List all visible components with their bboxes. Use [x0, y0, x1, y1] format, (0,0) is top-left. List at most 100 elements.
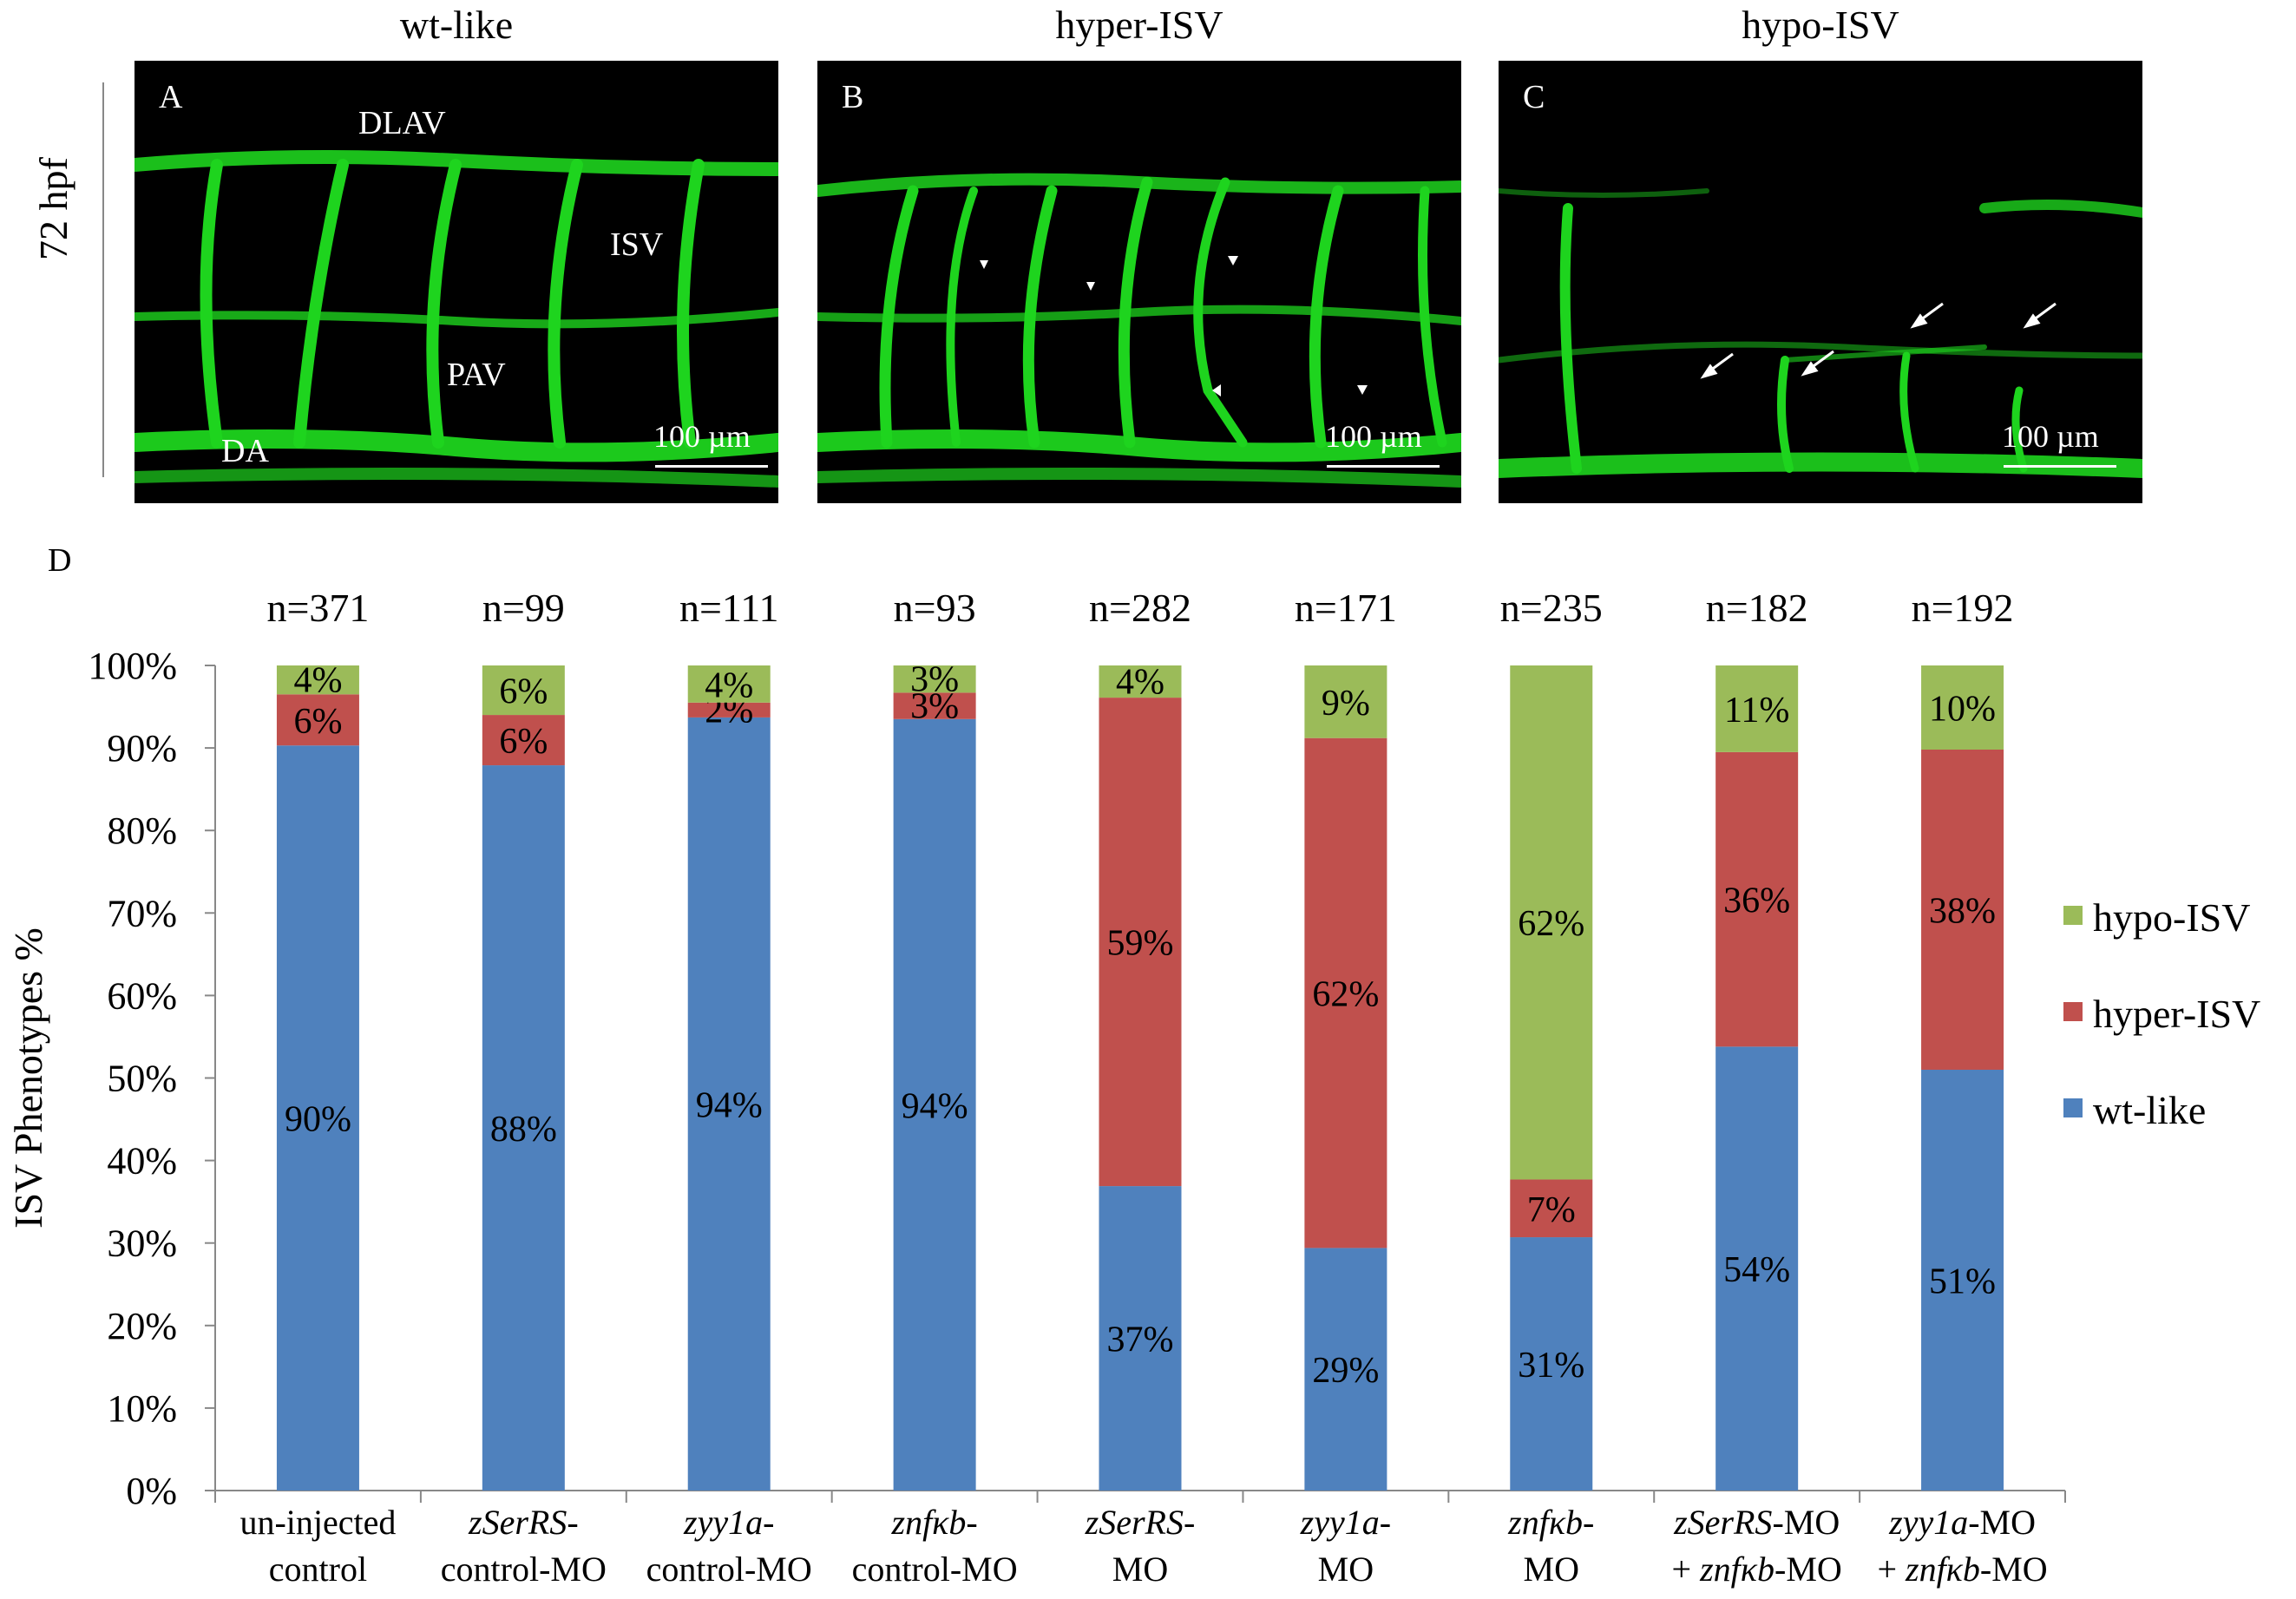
y-tick-label: 80% [107, 809, 177, 852]
legend-swatch-hyper-isv [2063, 1002, 2083, 1021]
bar-segment-hyper-isv-2 [687, 702, 771, 718]
n-count-label: n=111 [679, 586, 779, 630]
bar-segment-wt-like-1 [482, 765, 565, 1491]
vessel-image-b [817, 173, 1461, 488]
data-label: 90% [285, 1100, 351, 1140]
bar-segment-hyper-isv-1 [482, 715, 565, 766]
x-category-label-line2: MO [1318, 1550, 1374, 1589]
bar-segment-hyper-isv-7 [1715, 751, 1799, 1047]
data-label: 62% [1518, 904, 1584, 944]
data-label: 59% [1107, 924, 1174, 964]
bar-segment-hypo-isv-4 [1099, 665, 1182, 698]
x-category-label-line2: control-MO [441, 1550, 607, 1589]
x-category-label-line1: un-injected [239, 1503, 396, 1542]
bar-segment-hypo-isv-6 [1510, 665, 1593, 1180]
panel-letter-a: A [159, 79, 183, 115]
y-tick-label: 20% [107, 1305, 177, 1347]
bar-segment-wt-like-7 [1715, 1046, 1799, 1491]
data-label: 4% [1116, 663, 1164, 703]
data-label: 38% [1929, 891, 1996, 931]
micrograph-panel-c: C 100 µm [1499, 61, 2142, 503]
n-count-label: n=93 [894, 586, 976, 630]
bar-segment-hyper-isv-4 [1099, 698, 1182, 1187]
label-isv: ISV [610, 226, 664, 263]
data-label: 51% [1929, 1262, 1996, 1301]
bar-segment-wt-like-5 [1304, 1248, 1387, 1491]
legend-label-hypo-isv: hypo-ISV [2093, 895, 2250, 940]
bar-segment-hypo-isv-2 [687, 665, 771, 703]
legend-label-wt-like: wt-like [2093, 1088, 2206, 1132]
y-tick-label: 60% [107, 974, 177, 1017]
data-label: 11% [1724, 691, 1789, 731]
n-count-label: n=371 [266, 586, 369, 630]
data-label: 6% [499, 672, 548, 712]
data-label: 3% [910, 687, 959, 727]
panel-title-wt-like: wt-like [399, 3, 514, 47]
data-label: 31% [1518, 1346, 1584, 1386]
data-label: 4% [293, 661, 342, 701]
vessel-image-a [134, 150, 778, 488]
bar-segment-wt-like-4 [1099, 1186, 1182, 1491]
scale-bar-b [1327, 465, 1440, 468]
panel-title-hypo-isv: hypo-ISV [1742, 3, 1899, 47]
x-category-label-line1: zSerRS- [1085, 1503, 1196, 1542]
y-axis-label: ISV Phenotypes % [6, 927, 50, 1229]
x-category-label-line1: zyy1a-MO [1888, 1503, 2036, 1542]
bar-segment-hypo-isv-8 [1921, 665, 2004, 750]
x-category-label-line1: zSerRS-MO [1673, 1503, 1840, 1542]
n-count-label: n=171 [1295, 586, 1397, 630]
n-count-label: n=99 [482, 586, 565, 630]
bar-segment-wt-like-6 [1510, 1237, 1593, 1491]
micrograph-panel-a: A DLAV ISV PAV DA 100 µm [134, 61, 778, 503]
data-label: 37% [1107, 1320, 1174, 1360]
bar-segment-hyper-isv-3 [893, 692, 976, 719]
n-count-label: n=182 [1706, 586, 1808, 630]
legend-swatch-wt-like [2063, 1098, 2083, 1117]
bar-segment-hyper-isv-6 [1510, 1179, 1593, 1238]
bar-segment-hyper-isv-5 [1304, 737, 1387, 1248]
y-tick-label: 10% [107, 1387, 177, 1430]
label-pav: PAV [447, 357, 506, 393]
bar-segment-hypo-isv-1 [482, 665, 565, 716]
x-category-label-line2: + znfκb-MO [1877, 1550, 2047, 1589]
n-count-label: n=235 [1500, 586, 1603, 630]
x-category-label-line1: znfκb- [891, 1503, 978, 1542]
x-category-label-line1: zyy1a- [1300, 1503, 1391, 1542]
n-count-label: n=282 [1089, 586, 1191, 630]
row-label-72hpf: 72 hpf [31, 157, 75, 260]
data-label: 94% [696, 1085, 763, 1125]
data-label: 36% [1723, 881, 1790, 921]
bar-segment-hypo-isv-7 [1715, 665, 1799, 752]
x-category-label-line2: MO [1524, 1550, 1579, 1589]
data-label: 94% [902, 1086, 968, 1126]
x-category-label-line2: control-MO [852, 1550, 1018, 1589]
scale-label-c: 100 µm [2002, 419, 2099, 454]
bar-segment-wt-like-0 [276, 745, 359, 1491]
data-label: 3% [910, 660, 959, 700]
bar-segment-hyper-isv-8 [1921, 750, 2004, 1070]
stacked-bar-chart: D 0% 10% 20% 30% 40% 50% 60% 70% 80% 90% 100% ISV Ph… [6, 542, 2260, 1589]
bar-segment-hypo-isv-5 [1304, 665, 1387, 738]
panel-title-hyper-isv: hyper-ISV [1055, 3, 1223, 47]
x-category-label-line2: control-MO [646, 1550, 812, 1589]
label-dlav: DLAV [358, 105, 446, 141]
data-label: 6% [499, 722, 548, 762]
bar-segment-wt-like-2 [687, 717, 771, 1491]
bar-segment-wt-like-8 [1921, 1069, 2004, 1491]
y-tick-label: 30% [107, 1222, 177, 1265]
scale-label-b: 100 µm [1325, 419, 1422, 454]
scale-bar-a [655, 465, 768, 468]
data-label: 54% [1723, 1250, 1790, 1290]
y-tick-label: 90% [107, 727, 177, 770]
y-tick-label: 100% [88, 645, 177, 687]
y-tick-label: 50% [107, 1058, 177, 1100]
x-category-label-line1: zyy1a- [683, 1503, 774, 1542]
micrograph-panel-b: B 100 µm [817, 61, 1461, 503]
data-label: 62% [1312, 975, 1379, 1015]
data-label: 7% [1527, 1190, 1576, 1230]
x-category-label-line1: zSerRS- [468, 1503, 579, 1542]
data-label: 4% [705, 665, 753, 705]
data-label: 88% [490, 1110, 557, 1150]
label-da: DA [221, 433, 269, 469]
y-tick-label: 40% [107, 1140, 177, 1183]
